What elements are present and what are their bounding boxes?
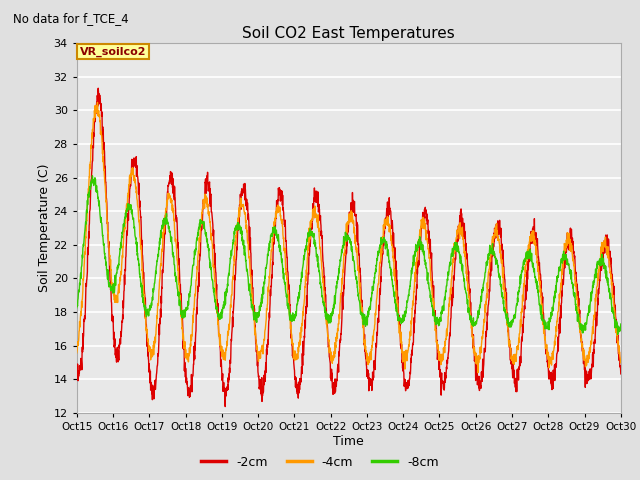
-8cm xyxy=(584,311,592,316)
-2cm xyxy=(377,274,385,279)
-4cm xyxy=(225,322,232,327)
Text: No data for f_TCE_4: No data for f_TCE_4 xyxy=(13,12,129,25)
-8cm xyxy=(376,244,384,250)
Legend: -2cm, -4cm, -8cm: -2cm, -4cm, -8cm xyxy=(196,451,444,474)
-8cm xyxy=(617,321,625,327)
-2cm xyxy=(365,388,372,394)
-4cm xyxy=(93,99,101,105)
-2cm xyxy=(617,371,625,377)
-4cm xyxy=(584,359,592,365)
-8cm xyxy=(507,324,515,330)
Line: -4cm: -4cm xyxy=(77,102,621,372)
-4cm xyxy=(73,350,81,356)
-8cm xyxy=(614,332,621,337)
-8cm xyxy=(73,305,81,311)
-4cm xyxy=(617,357,625,363)
-2cm xyxy=(73,362,81,368)
-2cm xyxy=(584,373,592,379)
Title: Soil CO2 East Temperatures: Soil CO2 East Temperatures xyxy=(243,25,455,41)
Y-axis label: Soil Temperature (C): Soil Temperature (C) xyxy=(38,164,51,292)
-8cm xyxy=(569,285,577,291)
-4cm xyxy=(365,354,372,360)
-2cm xyxy=(94,85,102,91)
-2cm xyxy=(221,404,229,409)
-2cm xyxy=(508,361,515,367)
Line: -2cm: -2cm xyxy=(77,88,621,407)
-4cm xyxy=(474,370,482,375)
-2cm xyxy=(225,377,233,383)
X-axis label: Time: Time xyxy=(333,434,364,448)
-8cm xyxy=(365,312,372,318)
Text: VR_soilco2: VR_soilco2 xyxy=(79,46,146,57)
-4cm xyxy=(508,356,515,362)
-4cm xyxy=(376,258,384,264)
-8cm xyxy=(88,173,96,179)
-2cm xyxy=(570,239,577,244)
Line: -8cm: -8cm xyxy=(77,176,621,335)
-8cm xyxy=(225,271,232,276)
-4cm xyxy=(570,258,577,264)
